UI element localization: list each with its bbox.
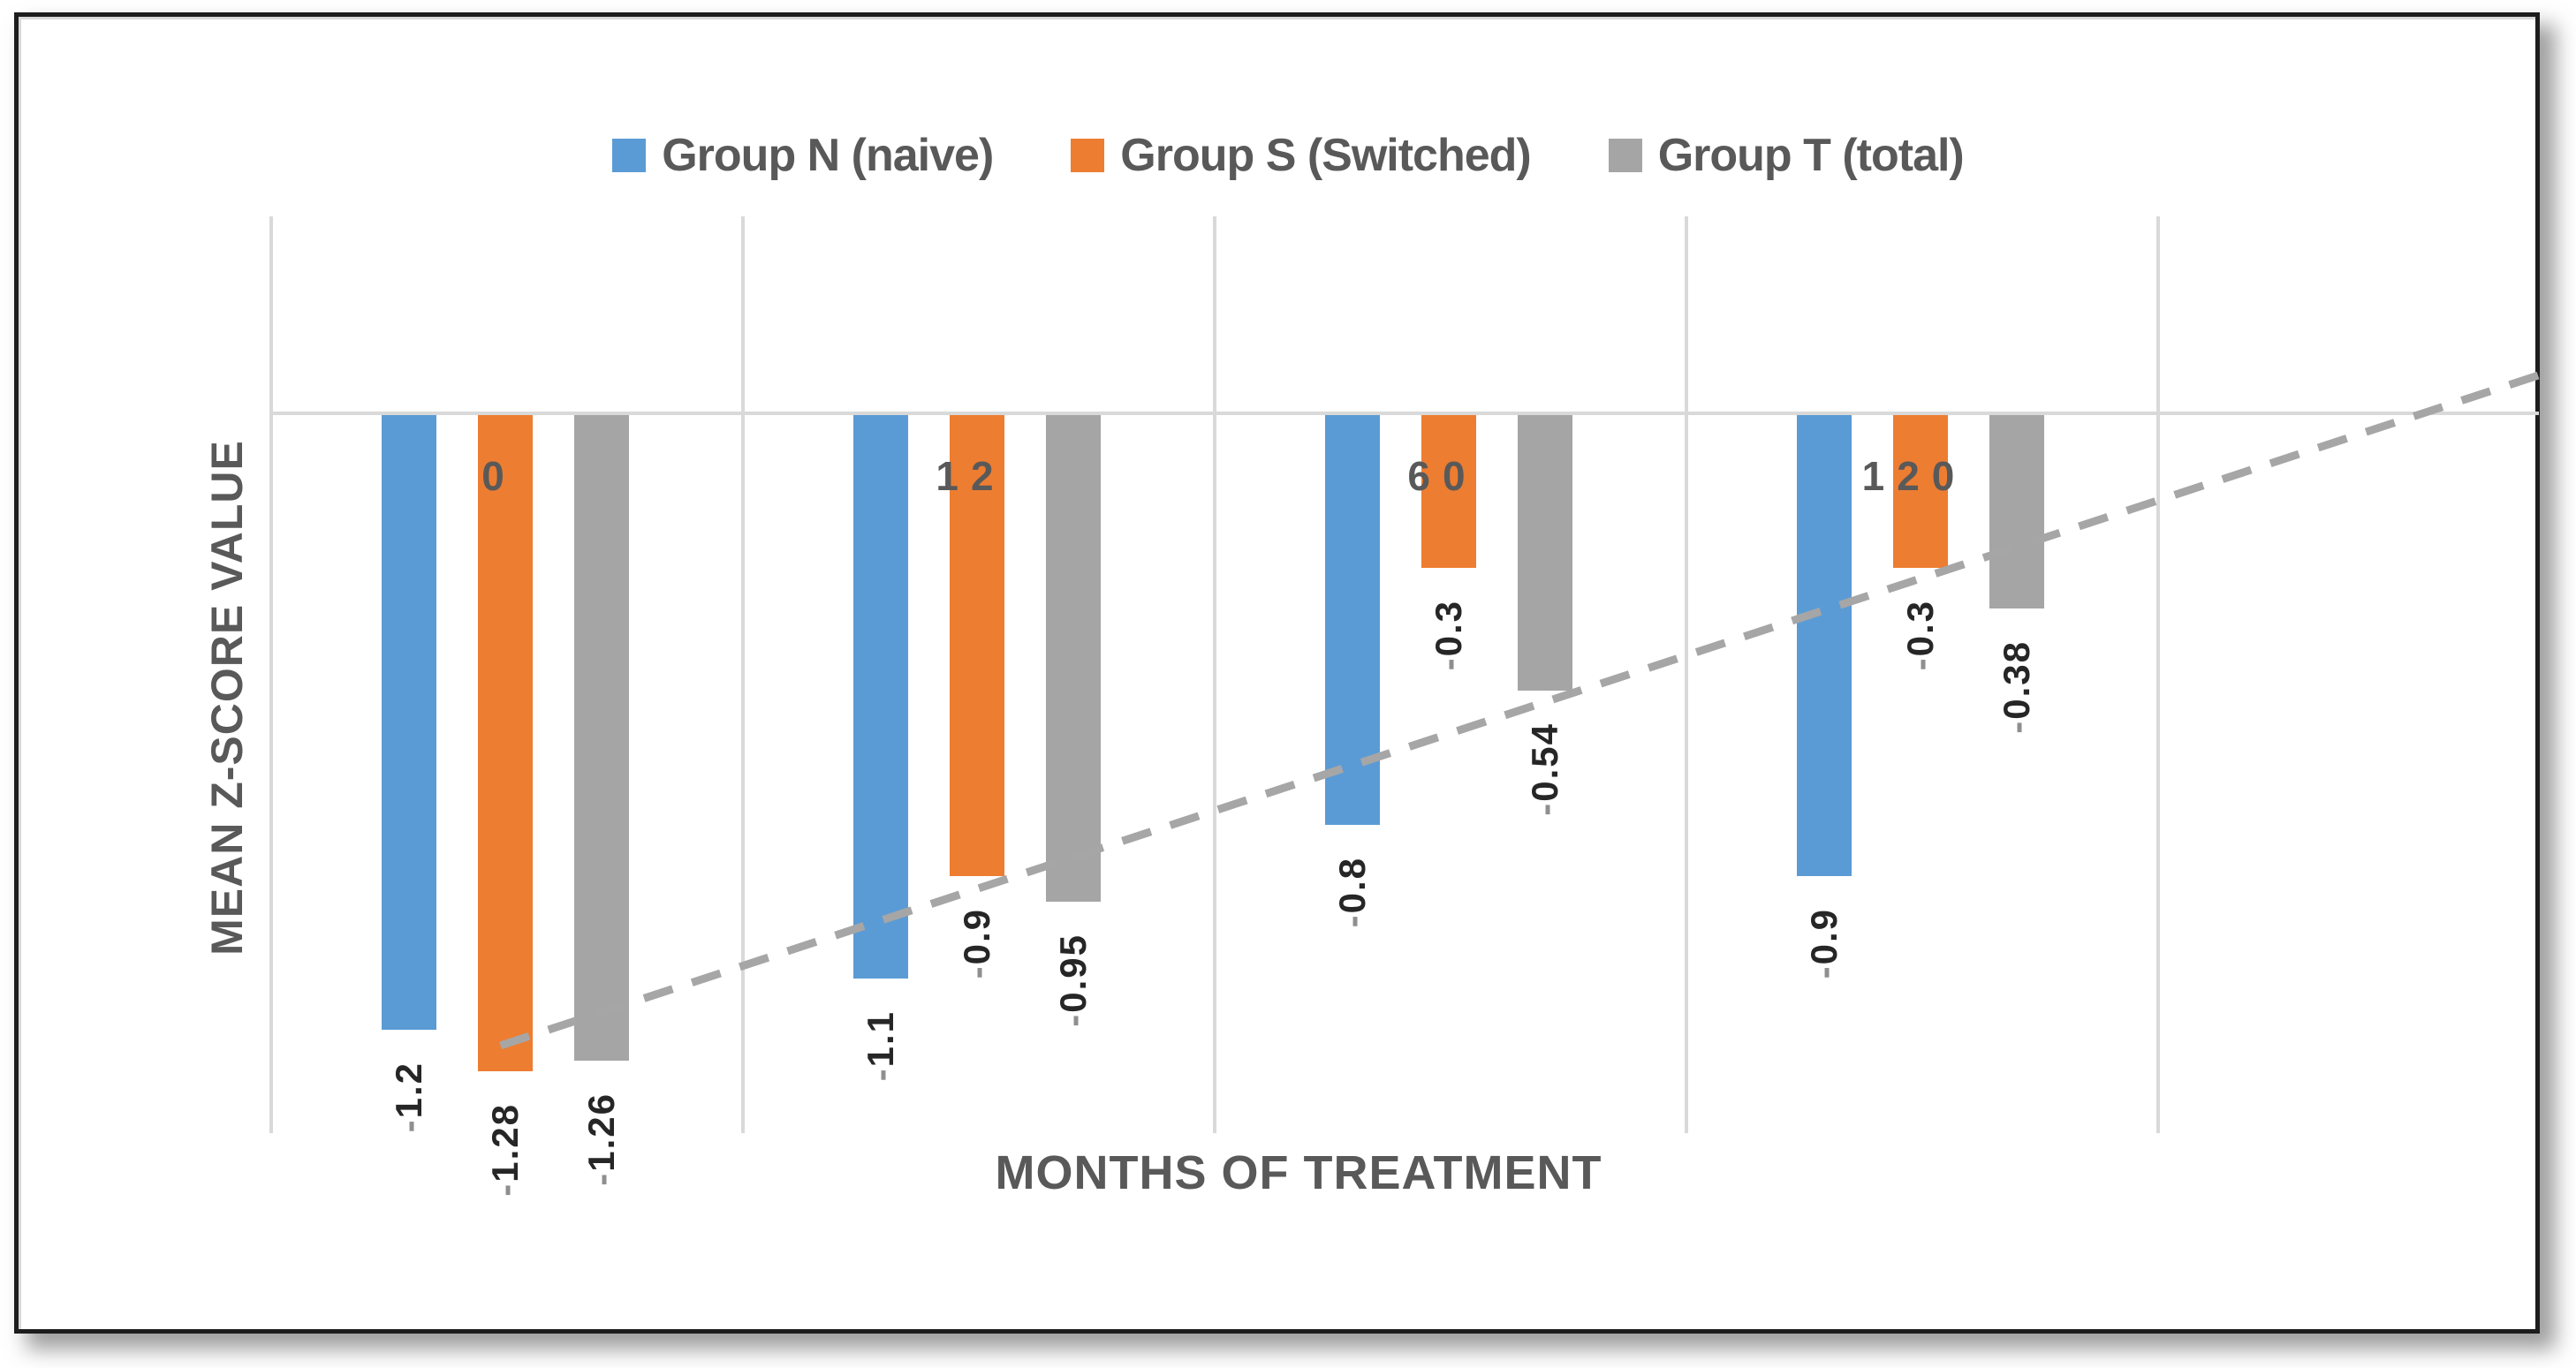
category-label-0: 0 [481, 453, 517, 499]
value-label: -0.95 [1052, 933, 1094, 1027]
minus-sign: - [1052, 1012, 1094, 1027]
minus-sign: - [1996, 719, 2037, 734]
category-gridline [741, 216, 745, 1133]
legend-item: Group T (total) [1608, 129, 1965, 182]
legend-label: Group N (naive) [662, 130, 994, 181]
legend-item: Group S (Switched) [1071, 129, 1532, 182]
value-label: -1.28 [484, 1102, 526, 1197]
minus-sign: - [484, 1182, 526, 1197]
minus-sign: - [1331, 912, 1373, 927]
bar-s-cat0 [478, 415, 533, 1071]
bar-t-cat120 [1989, 415, 2044, 609]
category-gridline [2156, 216, 2160, 1133]
bar-t-cat60 [1518, 415, 1572, 692]
value-label: -0.3 [1899, 599, 1941, 670]
legend-swatch-icon [1071, 139, 1105, 172]
x-axis-title: MONTHS OF TREATMENT [995, 1146, 1602, 1199]
category-gridline [1685, 216, 1688, 1133]
value-label: -0.54 [1524, 722, 1565, 817]
bar-n-cat120 [1797, 415, 1852, 876]
category-gridline [1213, 216, 1216, 1133]
bar-n-cat60 [1325, 415, 1380, 825]
bar-t-cat0 [574, 415, 629, 1062]
value-label: -0.38 [1996, 640, 2037, 734]
value-label: -1.1 [860, 1010, 901, 1082]
value-label: -0.8 [1331, 856, 1373, 927]
y-axis-title: MEAN Z-SCORE VALUE [202, 440, 252, 956]
minus-sign: - [860, 1067, 901, 1082]
value-label: -0.9 [956, 907, 997, 979]
minus-sign: - [956, 964, 997, 979]
legend-swatch-icon [1608, 139, 1642, 172]
value-label: -1.2 [388, 1062, 429, 1133]
legend-label: Group S (Switched) [1120, 130, 1531, 181]
bar-n-cat0 [382, 415, 436, 1031]
value-label: -1.26 [580, 1092, 622, 1187]
bar-t-cat12 [1046, 415, 1101, 902]
legend: Group N (naive) Group S (Switched) Group T… [0, 124, 2576, 187]
category-label-60: 60 [1407, 453, 1478, 499]
minus-sign: - [388, 1118, 429, 1133]
category-label-12: 12 [936, 453, 1006, 499]
value-label: -0.3 [1428, 599, 1469, 670]
legend-swatch-icon [612, 139, 647, 172]
bar-n-cat12 [853, 415, 908, 979]
minus-sign: - [1524, 802, 1565, 817]
minus-sign: - [1899, 655, 1941, 670]
value-label: -0.9 [1803, 907, 1845, 979]
legend-item: Group N (naive) [612, 129, 994, 182]
minus-sign: - [1428, 655, 1469, 670]
y-axis-line [269, 216, 273, 1133]
category-label-120: 120 [1861, 453, 1967, 499]
minus-sign: - [580, 1172, 622, 1187]
minus-sign: - [1803, 964, 1845, 979]
legend-label: Group T (total) [1657, 130, 1965, 181]
